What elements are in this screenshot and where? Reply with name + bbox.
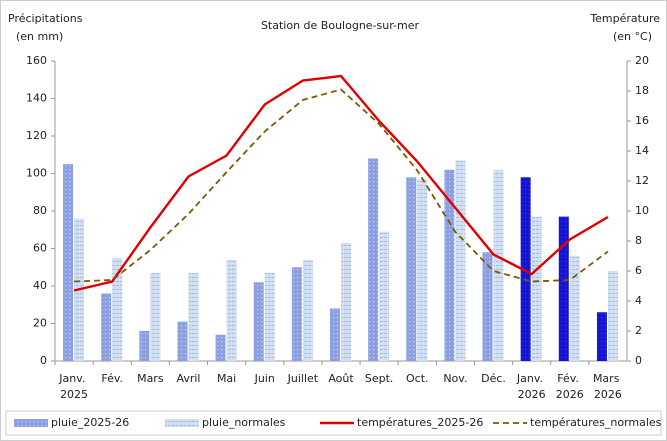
legend-label: pluie_normales xyxy=(202,416,286,429)
y2-tick-label: 14 xyxy=(635,144,649,157)
y-tick-label: 140 xyxy=(26,92,47,105)
bar xyxy=(253,282,264,361)
bar xyxy=(215,334,226,361)
y-label: Précipitations xyxy=(8,12,83,25)
bar xyxy=(302,259,313,361)
x-tick-label: Mai xyxy=(217,372,236,385)
x-tick-label: Août xyxy=(328,372,354,385)
bar xyxy=(493,169,504,361)
bar xyxy=(607,271,618,361)
y-tick-label: 0 xyxy=(40,354,47,367)
y2-tick-label: 16 xyxy=(635,114,649,127)
bar xyxy=(188,272,199,361)
x-tick-label: Nov. xyxy=(443,372,467,385)
bar xyxy=(406,177,417,361)
x-tick-label: Janv. 2025 xyxy=(58,372,89,401)
legend-label: températures_normales xyxy=(530,416,662,429)
bar xyxy=(531,216,542,361)
y2-tick-label: 18 xyxy=(635,84,649,97)
bar xyxy=(330,308,340,361)
bar xyxy=(264,272,275,361)
x-tick-label: Juillet xyxy=(287,372,319,385)
x-tick-label: Déc. xyxy=(481,372,506,385)
legend-label: températures_2025-26 xyxy=(357,416,483,429)
bar xyxy=(379,231,390,361)
bar xyxy=(520,177,531,361)
bar xyxy=(226,259,237,361)
y2-tick-label: 0 xyxy=(635,354,642,367)
bar xyxy=(291,267,302,361)
x-tick-label: Fév. 2026 xyxy=(556,372,584,401)
bar xyxy=(558,216,569,361)
x-tick-label: Sept. xyxy=(365,372,394,385)
x-tick-label: Oct. xyxy=(406,372,429,385)
y2-tick-label: 20 xyxy=(635,54,649,67)
y-tick-label: 80 xyxy=(33,204,47,217)
y2-tick-label: 10 xyxy=(635,204,649,217)
y-tick-label: 60 xyxy=(33,242,47,255)
bar xyxy=(455,160,466,361)
x-tick-label: Mars xyxy=(137,372,164,385)
bar xyxy=(341,242,351,361)
bar xyxy=(63,164,74,361)
bar xyxy=(112,257,123,361)
bar xyxy=(596,312,607,361)
y-tick-label: 20 xyxy=(33,317,47,330)
bar xyxy=(417,179,428,361)
y-tick-label: 40 xyxy=(33,279,47,292)
x-tick-label: Juin xyxy=(254,372,275,385)
y-tick-label: 120 xyxy=(26,129,47,142)
bar xyxy=(444,169,455,361)
bar xyxy=(177,321,188,361)
y-tick-label: 160 xyxy=(26,54,47,67)
line xyxy=(74,88,609,283)
x-tick-label: Avril xyxy=(176,372,200,385)
y2-tick-label: 4 xyxy=(635,294,642,307)
legend-swatch xyxy=(165,419,199,427)
chart-title: Station de Boulogne-sur-mer xyxy=(261,19,420,32)
legend-label: pluie_2025-26 xyxy=(51,416,129,429)
bar xyxy=(101,293,112,361)
bar xyxy=(150,272,161,361)
y2-tick-label: 12 xyxy=(635,174,649,187)
bar xyxy=(368,158,379,361)
y2-tick-label: 8 xyxy=(635,234,642,247)
x-tick-label: Janv. 2026 xyxy=(516,372,547,401)
x-tick-label: Fév. xyxy=(101,372,123,385)
bar xyxy=(482,252,493,361)
legend-frame xyxy=(5,410,662,436)
y2-label: Température xyxy=(589,12,660,25)
y2-label: (en °C) xyxy=(613,30,652,43)
y2-tick-label: 6 xyxy=(635,264,642,277)
bar xyxy=(569,256,580,361)
line xyxy=(73,74,609,292)
y-tick-label: 100 xyxy=(26,167,47,180)
y2-tick-label: 2 xyxy=(635,324,642,337)
bar xyxy=(139,331,150,361)
y-label: (en mm) xyxy=(16,30,63,43)
x-tick-label: Mars 2026 xyxy=(593,372,623,401)
legend-swatch xyxy=(14,419,48,427)
